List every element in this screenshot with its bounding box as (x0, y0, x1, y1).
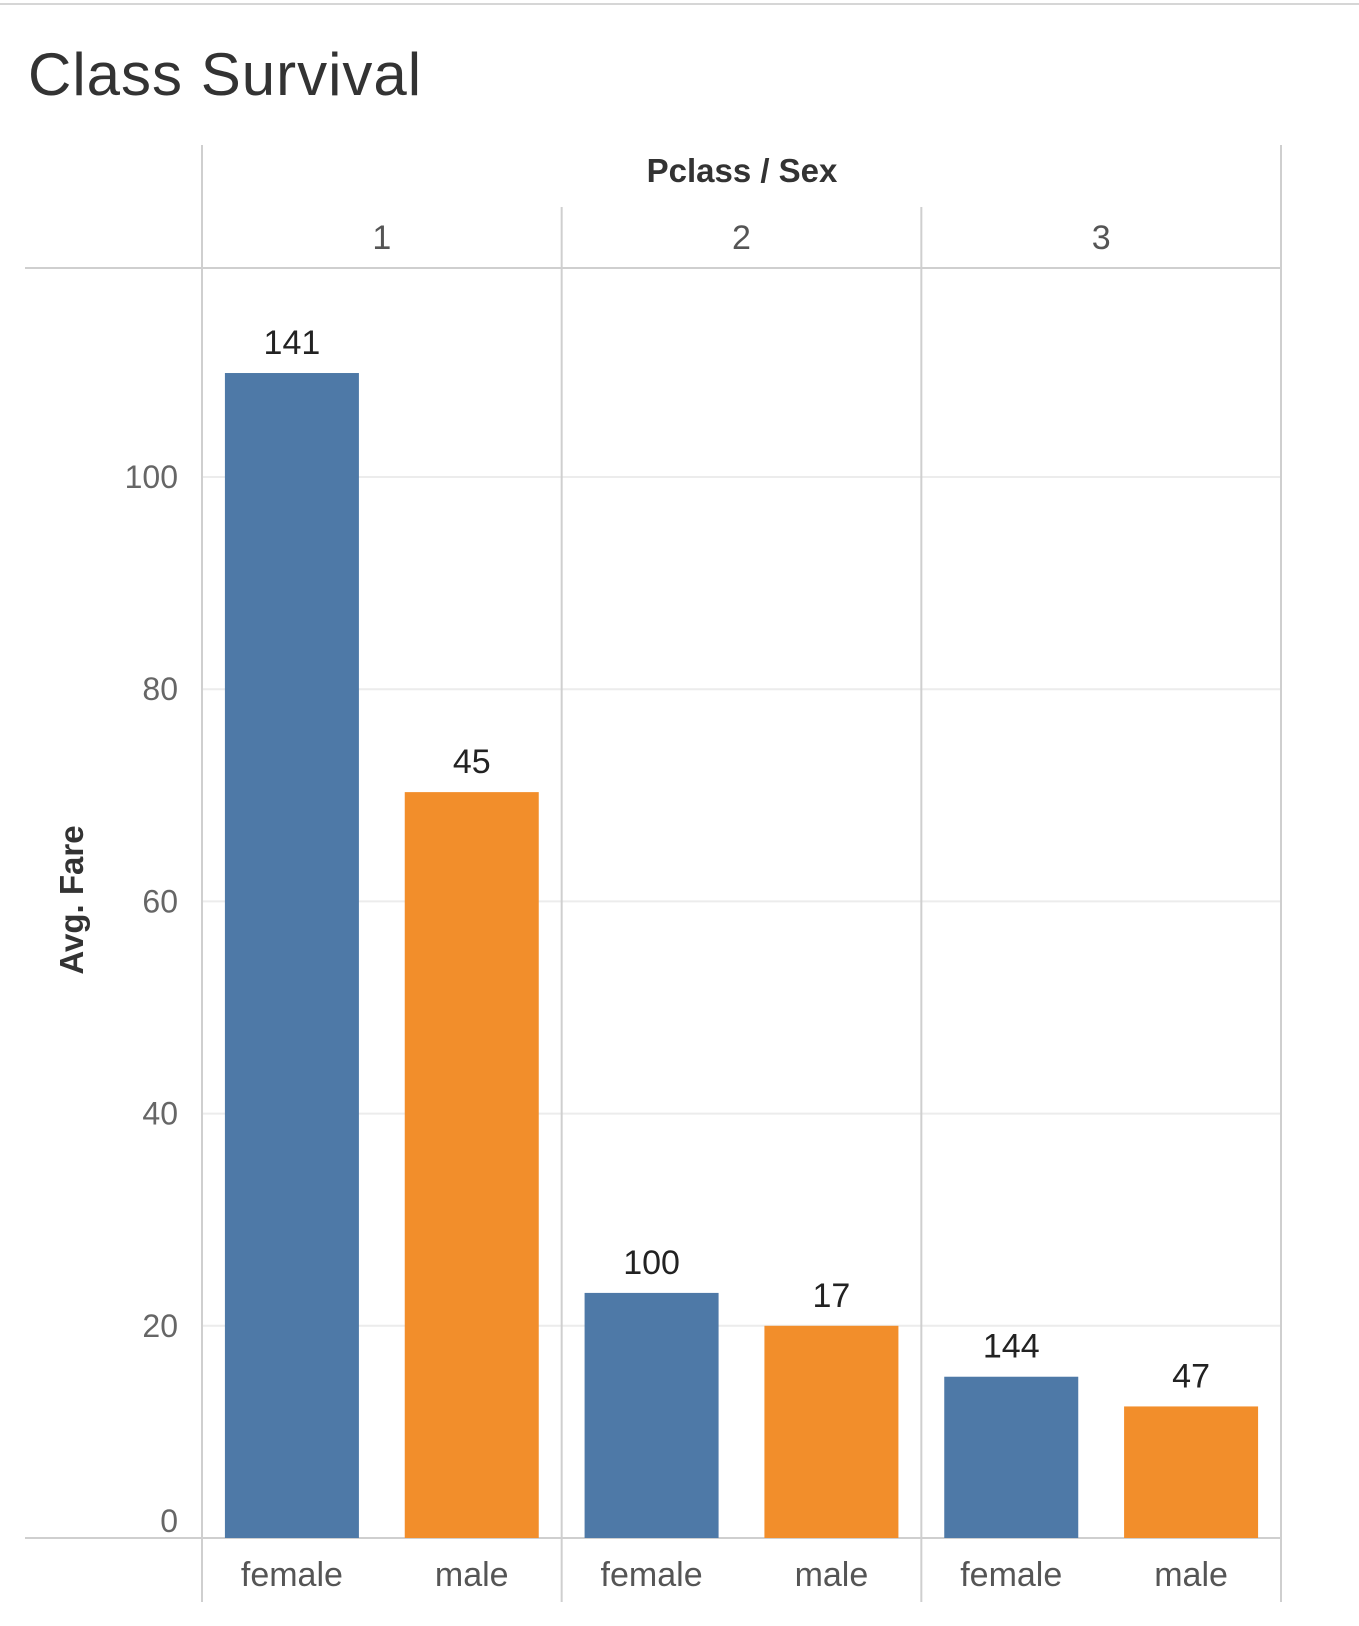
pclass-header-label: 3 (1092, 219, 1111, 257)
x-category-label: female (601, 1556, 703, 1594)
bar-male-class-1 (404, 792, 539, 1538)
y-tick-label: 0 (160, 1503, 178, 1539)
bar-male-class-3 (1124, 1406, 1259, 1538)
bar-value-label: 17 (813, 1277, 851, 1315)
x-category-label: male (795, 1556, 869, 1594)
labels: 0 20 40 60 80 100 1 141 female 45 male 2 100 female 17… (125, 219, 1228, 1594)
y-axis-title: Avg. Fare (53, 825, 90, 974)
x-category-label: male (435, 1556, 509, 1594)
x-category-label: female (241, 1556, 343, 1594)
pclass-header-label: 1 (372, 219, 391, 257)
y-tick-label: 100 (125, 459, 178, 495)
y-tick-label: 80 (142, 671, 178, 707)
column-header-title: Pclass / Sex (647, 152, 838, 189)
bar-value-label: 45 (453, 743, 491, 781)
bar-value-label: 141 (264, 324, 321, 362)
bar-male-class-2 (764, 1325, 899, 1538)
chart-title: Class Survival (28, 41, 423, 108)
y-tick-label: 20 (142, 1308, 178, 1344)
bar-female-class-2 (584, 1292, 719, 1538)
bars (224, 373, 1259, 1539)
top-divider (0, 3, 1359, 5)
gridlines (202, 476, 1281, 1327)
bar-female-class-3 (944, 1376, 1079, 1538)
y-tick-label: 40 (142, 1096, 178, 1132)
bar-female-class-1 (224, 373, 359, 1539)
x-category-label: male (1154, 1556, 1228, 1594)
bar-value-label: 144 (983, 1328, 1040, 1366)
y-tick-label: 60 (142, 883, 178, 919)
x-category-label: female (960, 1556, 1062, 1594)
pclass-header-label: 2 (732, 219, 751, 257)
bar-value-label: 47 (1172, 1357, 1210, 1395)
bar-value-label: 100 (623, 1244, 680, 1282)
